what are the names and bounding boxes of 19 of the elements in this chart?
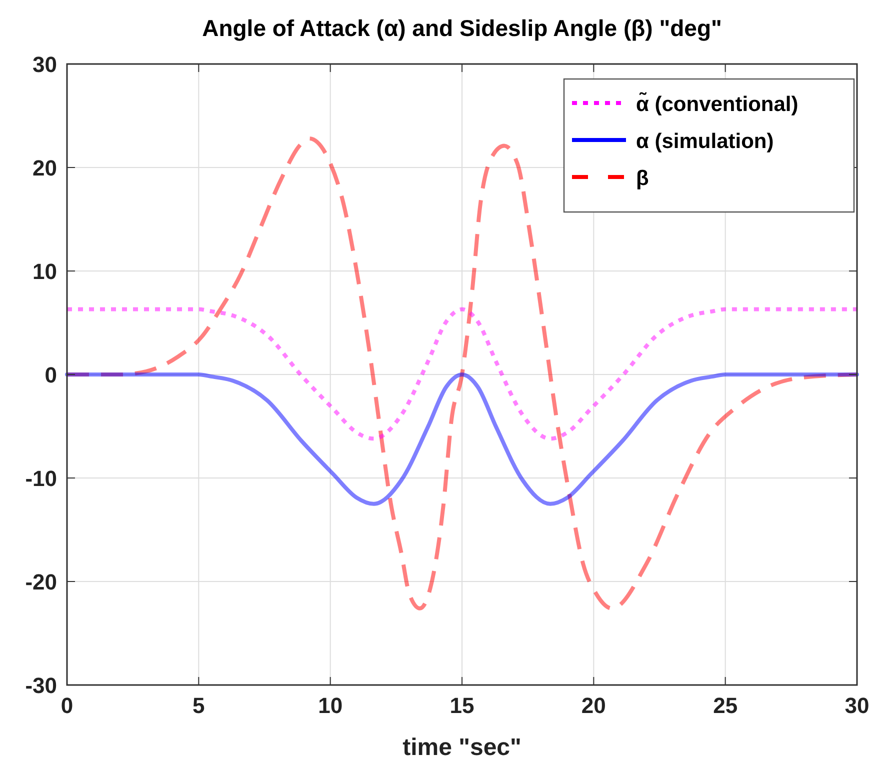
x-tick-label: 15 [450,693,474,718]
legend-label: α̃ (conventional) [636,92,798,116]
y-tick-label: 0 [44,362,57,388]
x-tick-label: 10 [318,693,343,718]
y-tick-label: 30 [32,52,57,77]
x-tick-label: 20 [581,693,606,718]
x-tick-label: 30 [844,693,870,718]
x-tick-label: 5 [192,693,205,718]
y-tick-label: 10 [32,259,57,284]
x-tick-label: 0 [60,693,74,718]
legend-label: α (simulation) [636,130,774,153]
chart-title: Angle of Attack (α) and Sideslip Angle (β) "deg" [202,15,722,41]
y-tick-label: 20 [32,156,57,180]
y-tick-label: -10 [25,466,57,491]
legend-label: β [636,167,649,190]
x-tick-label: 25 [713,693,738,718]
y-tick-label: -20 [25,570,57,594]
y-tick-label: -30 [25,673,57,698]
x-axis-title: time "sec" [402,734,522,761]
